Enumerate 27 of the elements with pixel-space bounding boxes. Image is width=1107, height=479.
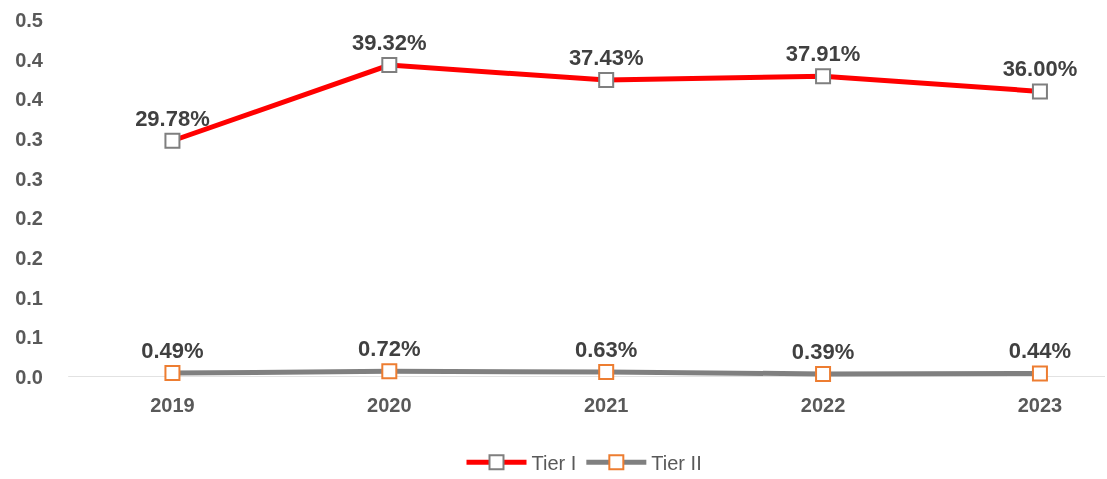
- x-tick-label: 2023: [1017, 394, 1063, 416]
- data-label: 29.78%: [135, 105, 210, 131]
- data-label: 0.72%: [358, 336, 421, 362]
- x-tick-label: 2019: [150, 394, 195, 416]
- y-tick-label: 0.2: [15, 247, 43, 269]
- x-tick-label: 2021: [583, 394, 629, 416]
- data-label: 0.49%: [141, 337, 204, 363]
- data-label: 37.43%: [568, 44, 644, 70]
- y-tick-label: 0.4: [15, 88, 44, 111]
- y-tick-label: 0.0: [15, 366, 43, 388]
- x-tick-label: 2022: [800, 394, 846, 416]
- y-tick-label: 0.1: [15, 286, 43, 309]
- y-tick-label: 0.3: [15, 128, 43, 150]
- y-tick-label: 0.4: [15, 48, 44, 71]
- y-tick-label: 0.5: [15, 9, 43, 31]
- data-label: 39.32%: [352, 29, 427, 55]
- y-tick-label: 0.2: [15, 207, 43, 230]
- y-tick-label: 0.1: [15, 326, 43, 349]
- data-label: 0.44%: [1008, 338, 1072, 364]
- data-label: 0.63%: [574, 336, 638, 362]
- legend-label: Tier II: [651, 452, 702, 475]
- y-tick-label: 0.3: [15, 167, 43, 190]
- x-tick-label: 2020: [367, 394, 412, 416]
- data-label: 36.00%: [1002, 56, 1078, 82]
- legend-label: Tier I: [531, 452, 577, 475]
- data-label: 37.91%: [785, 41, 861, 66]
- data-label: 0.39%: [791, 338, 855, 364]
